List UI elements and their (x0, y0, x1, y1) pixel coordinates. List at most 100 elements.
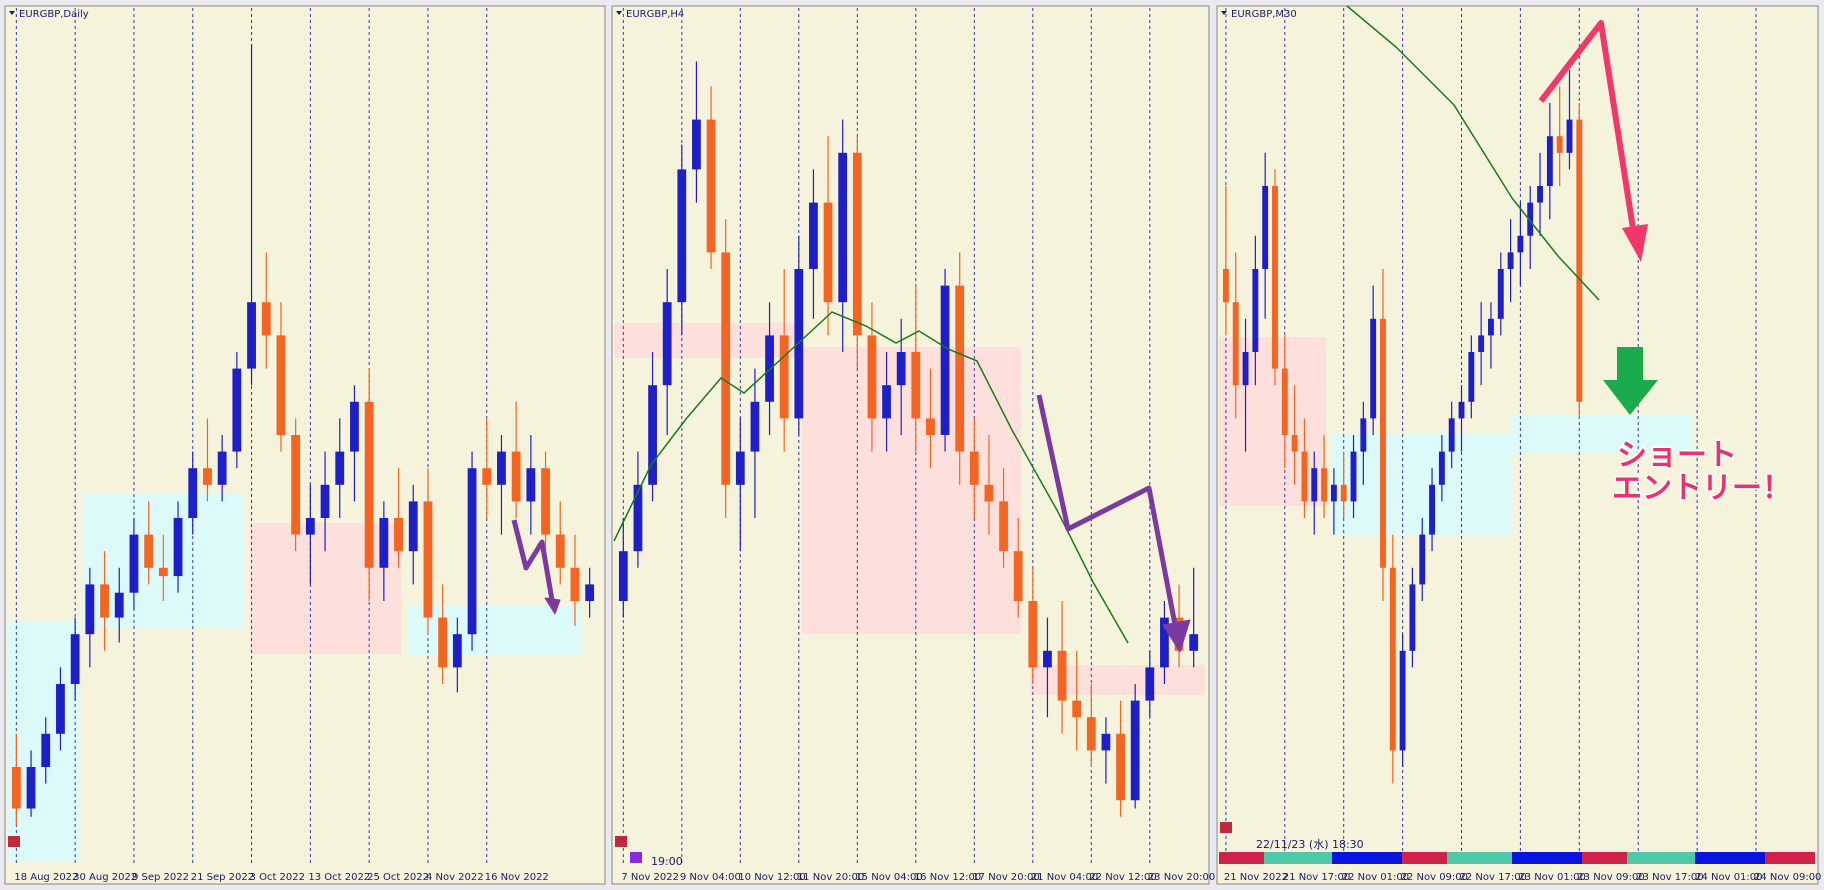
candle-body (1556, 136, 1563, 153)
x-tick-label: 23 Nov 01:00 (1518, 872, 1585, 883)
candle-body (56, 684, 65, 734)
icon (630, 852, 642, 863)
candle-body (1252, 269, 1259, 352)
candle-body (467, 468, 477, 635)
candle-body (247, 302, 256, 369)
candle-body (852, 152, 862, 336)
x-tick-label: 3 Oct 2022 (250, 872, 305, 883)
x-tick-label: 21 Nov 17:00 (1283, 872, 1350, 883)
candle-body (1537, 186, 1543, 203)
arrow (511, 519, 555, 601)
x-tick-label: 16 Nov 12:00 (914, 872, 981, 883)
x-tick-label: 4 Nov 2022 (426, 872, 484, 883)
x-tick-label: 17 Nov 20:00 (972, 872, 1039, 883)
x-tick-label: 9 Sep 2022 (132, 872, 189, 883)
candle-body (721, 252, 731, 485)
candle-body (1262, 186, 1269, 269)
candle-body (1517, 235, 1524, 253)
candle-body (1222, 269, 1229, 303)
candle-body (1527, 202, 1534, 236)
time-label: 19:00 (651, 855, 683, 868)
icon (8, 836, 20, 847)
candle-body (1389, 567, 1396, 751)
menu-icon (9, 11, 15, 15)
candle-body (555, 534, 565, 568)
annotation: エントリー！ (1612, 471, 1792, 506)
candle-body (809, 202, 818, 269)
x-tick-label: 22 Nov 12:00 (1089, 872, 1156, 883)
candle-body (1189, 634, 1199, 651)
candle-body (882, 385, 891, 419)
candle-body (1072, 700, 1082, 718)
x-tick-label: 22 Nov 01:00 (1342, 872, 1409, 883)
pane (4, 5, 606, 885)
x-tick-label: 24 Nov 09:00 (1754, 872, 1821, 883)
zones (7, 323, 1692, 861)
candle-body (291, 435, 301, 535)
candle-body (541, 468, 550, 535)
arrow-head (1622, 224, 1648, 262)
candle-body (1330, 484, 1337, 502)
candle-body (648, 385, 657, 485)
candle-body (955, 285, 965, 452)
candle-body (1429, 484, 1436, 535)
time-strip (1219, 852, 1815, 864)
session (1219, 852, 1264, 864)
candle-body (896, 352, 906, 386)
candle-body (497, 451, 506, 485)
zone (84, 494, 244, 628)
candle-body (1272, 186, 1278, 369)
candle-body (1043, 650, 1052, 668)
x-tick-label: 21 Nov 2022 (1224, 872, 1288, 883)
candle-body (129, 534, 139, 593)
candle-body (364, 401, 374, 568)
candle-body (926, 418, 935, 435)
candle-body (1145, 667, 1155, 701)
candle-body (394, 518, 403, 552)
x-tick-label: 15 Nov 04:00 (855, 872, 922, 883)
candle-body (940, 285, 950, 435)
candle-body (482, 468, 492, 485)
x-tick-label: 22 Nov 09:00 (1401, 872, 1468, 883)
candle-body (423, 501, 433, 618)
candle-body (570, 567, 580, 601)
candle-body (41, 733, 51, 767)
arrows (511, 394, 1191, 653)
candle-body (11, 767, 21, 809)
candle-body (867, 335, 877, 419)
candle-body (779, 335, 789, 419)
candle-body (217, 451, 227, 485)
x-tick-label: 25 Oct 2022 (367, 872, 429, 883)
candle-body (706, 119, 716, 253)
candle-body (1370, 318, 1377, 419)
menu-icon (1221, 11, 1227, 15)
time-label: 22/11/23 (水) 18:30 (1256, 838, 1364, 851)
candle-body (438, 617, 448, 668)
red-arrow (1538, 20, 1648, 262)
session (1264, 852, 1332, 864)
candle-body (692, 119, 701, 170)
candle-body (1013, 551, 1023, 601)
candle-body (305, 518, 315, 535)
candle-body (1399, 650, 1406, 751)
candle-body (1321, 468, 1328, 502)
candle-body (735, 451, 745, 485)
green-arrow (1603, 347, 1658, 415)
menu-icon (616, 11, 622, 15)
arrow-head (1162, 619, 1191, 653)
candle-body (1488, 318, 1494, 336)
x-tick-label: 24 Nov 01:00 (1695, 872, 1762, 883)
candle-body (1419, 534, 1426, 585)
candle-body (1497, 269, 1504, 319)
candle-body (1546, 136, 1553, 186)
icons (8, 822, 1232, 863)
chart-title: EURGBP,H4 (626, 9, 684, 20)
candle-body (1380, 318, 1386, 568)
candle-body (1576, 119, 1583, 402)
icon (615, 836, 627, 847)
candle-body (823, 202, 833, 303)
candle-body (1242, 352, 1249, 386)
x-tick-label: 23 Nov 20:00 (1148, 872, 1215, 883)
candle-body (1130, 700, 1140, 801)
